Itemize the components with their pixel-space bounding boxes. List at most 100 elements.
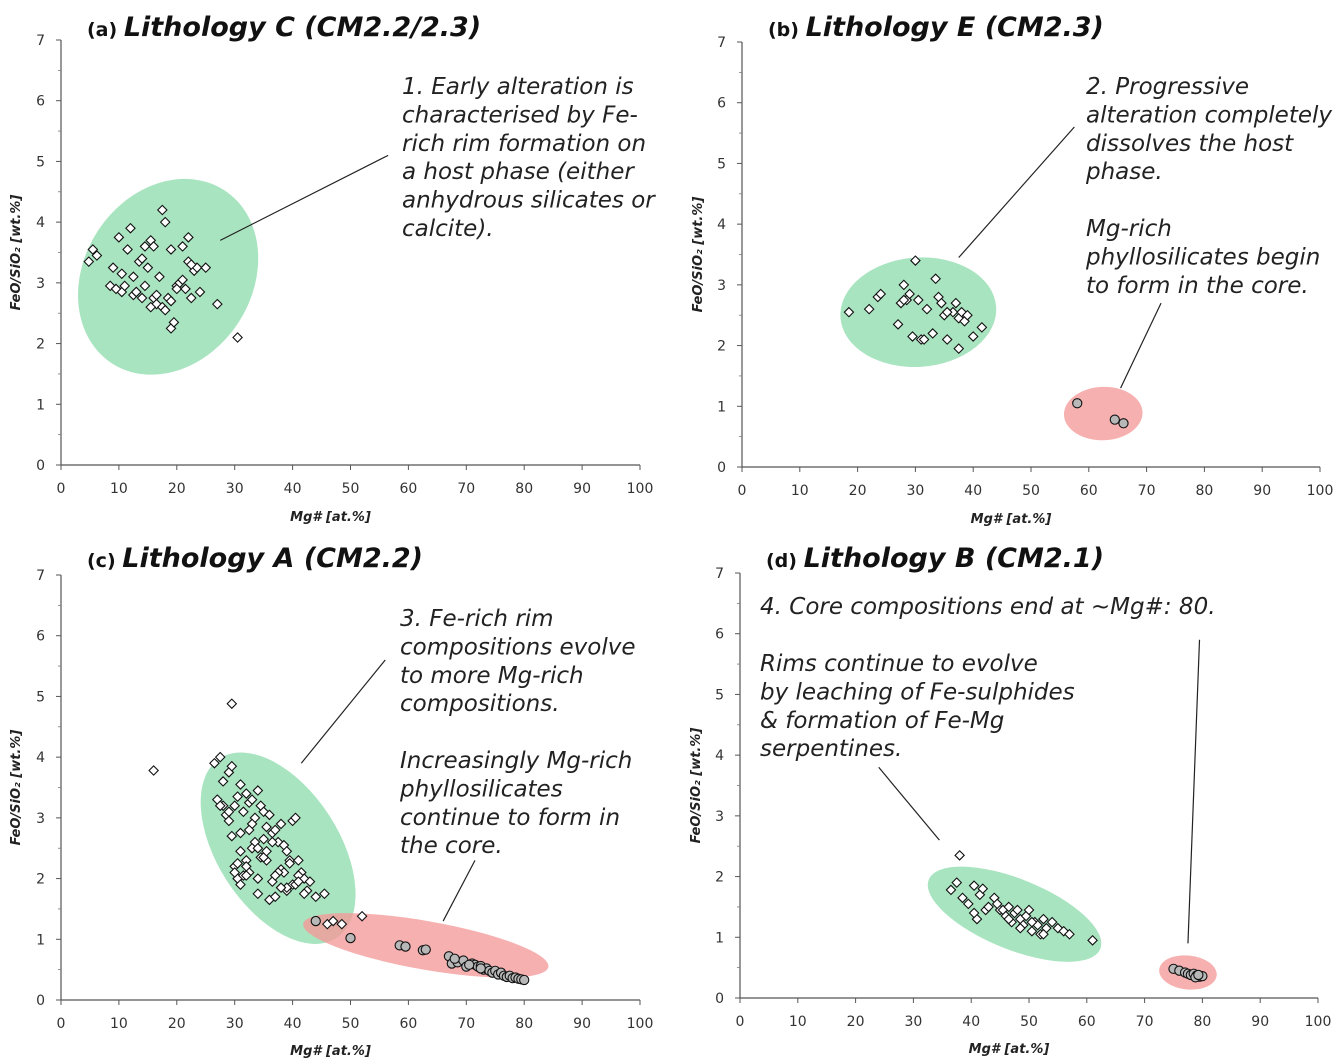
data-point-diamond: [921, 303, 933, 315]
data-point-circle: [475, 963, 486, 974]
annotation-line: phyllosilicates: [399, 776, 563, 802]
data-point-diamond: [261, 845, 272, 857]
data-point-diamond: [171, 283, 183, 295]
annotation-line: calcite).: [402, 216, 494, 242]
x-tick-label: 40: [284, 1016, 302, 1032]
data-point-diamond: [211, 298, 223, 310]
x-tick-label: 90: [1251, 1014, 1269, 1030]
data-point-diamond: [87, 244, 99, 255]
data-point-diamond: [110, 283, 122, 295]
data-point-diamond: [217, 776, 229, 787]
data-point-diamond: [875, 288, 887, 300]
annotation-pointer: [1120, 302, 1162, 389]
y-tick-label: 6: [717, 96, 726, 112]
data-point-diamond: [327, 915, 339, 927]
annotation-text: Mg-rich phyllosilicates begin to form in t…: [1085, 216, 1320, 299]
data-point-diamond: [945, 884, 957, 896]
x-tick-label: 60: [399, 481, 417, 497]
data-point-circle: [519, 974, 530, 986]
data-point-diamond: [240, 788, 252, 799]
x-tick-label: 60: [1080, 483, 1098, 499]
x-tick-label: 40: [964, 483, 982, 499]
y-tick-label: 1: [36, 932, 45, 948]
y-tick-label: 4: [715, 748, 724, 764]
data-point-diamond: [116, 268, 128, 280]
annotation-line: to form in the core.: [1086, 273, 1309, 299]
data-point-diamond: [232, 332, 243, 343]
data-point-diamond: [200, 262, 212, 274]
data-point-diamond: [246, 794, 258, 806]
data-point-diamond: [912, 294, 924, 306]
data-point-diamond: [148, 241, 160, 252]
data-point-diamond: [336, 918, 348, 930]
annotation-line: anhydrous silicates or: [402, 188, 656, 214]
x-tick-label: 50: [342, 1016, 360, 1032]
chart-title: (c) Lithology A (CM2.2): [87, 543, 423, 574]
panel-tag: (d): [766, 550, 804, 572]
data-point-diamond: [1038, 913, 1049, 925]
data-point-diamond: [1026, 925, 1038, 937]
x-tick-label: 0: [57, 481, 66, 497]
data-point-diamond: [165, 295, 177, 307]
chart-title: (d) Lithology B (CM2.1): [766, 543, 1104, 574]
data-point-diamond: [156, 204, 168, 216]
x-axis-label: Mg# [at.%]: [969, 1042, 1050, 1057]
title-text: Lithology A (CM2.2): [122, 543, 423, 574]
annotation-line: phyllosilicates begin: [1085, 244, 1320, 270]
annotation-line: dissolves the host: [1086, 131, 1294, 157]
y-tick-label: 5: [36, 154, 45, 170]
title-text: Lithology C (CM2.2/2.3): [124, 12, 481, 43]
data-point-diamond: [185, 259, 197, 271]
core-region: [1063, 386, 1143, 441]
y-tick-label: 1: [717, 399, 726, 415]
data-point-diamond: [235, 827, 246, 839]
data-point-diamond: [83, 256, 95, 267]
data-point-diamond: [290, 812, 301, 824]
y-tick-label: 2: [715, 870, 724, 886]
y-tick-label: 7: [36, 568, 45, 584]
data-point-diamond: [226, 760, 238, 772]
x-tick-label: 20: [849, 483, 867, 499]
data-point-diamond: [159, 304, 171, 316]
rim-region: [840, 257, 997, 367]
y-tick-label: 1: [36, 397, 45, 413]
x-tick-label: 70: [457, 481, 475, 497]
x-tick-label: 100: [627, 481, 654, 497]
annotation-line: Mg-rich: [1086, 216, 1172, 242]
data-point-diamond: [154, 271, 165, 283]
data-point-diamond: [107, 262, 119, 274]
data-point-diamond: [243, 824, 255, 836]
data-point-diamond: [145, 301, 157, 313]
rim-region: [78, 178, 259, 375]
data-point-diamond: [235, 879, 246, 891]
data-point-diamond: [185, 292, 197, 304]
y-tick-label: 2: [717, 339, 726, 355]
data-point-diamond: [1064, 928, 1075, 940]
data-point-circle: [1109, 414, 1120, 425]
data-point-diamond: [258, 806, 270, 818]
data-point-diamond: [941, 306, 953, 318]
x-tick-label: 10: [791, 483, 809, 499]
data-point-diamond: [269, 824, 281, 836]
data-point-circle: [464, 959, 475, 970]
data-point-diamond: [136, 292, 148, 304]
data-point-diamond: [310, 891, 322, 903]
y-tick-label: 3: [717, 278, 726, 294]
data-point-diamond: [284, 858, 296, 869]
x-tick-label: 90: [1253, 483, 1271, 499]
y-tick-label: 3: [36, 276, 45, 292]
data-point-diamond: [1014, 922, 1026, 934]
data-point-diamond: [1026, 916, 1038, 928]
data-point-diamond: [165, 244, 177, 255]
y-tick-label: 0: [715, 991, 724, 1007]
data-point-diamond: [843, 306, 855, 318]
y-tick-label: 1: [715, 930, 724, 946]
annotation-pointer: [300, 659, 386, 764]
data-point-diamond: [953, 343, 965, 354]
data-point-diamond: [293, 854, 304, 866]
data-point-diamond: [180, 283, 191, 295]
data-point-diamond: [892, 318, 904, 330]
data-point-diamond: [293, 876, 304, 887]
data-point-diamond: [229, 800, 241, 812]
title-text: Lithology B (CM2.1): [804, 543, 1104, 574]
